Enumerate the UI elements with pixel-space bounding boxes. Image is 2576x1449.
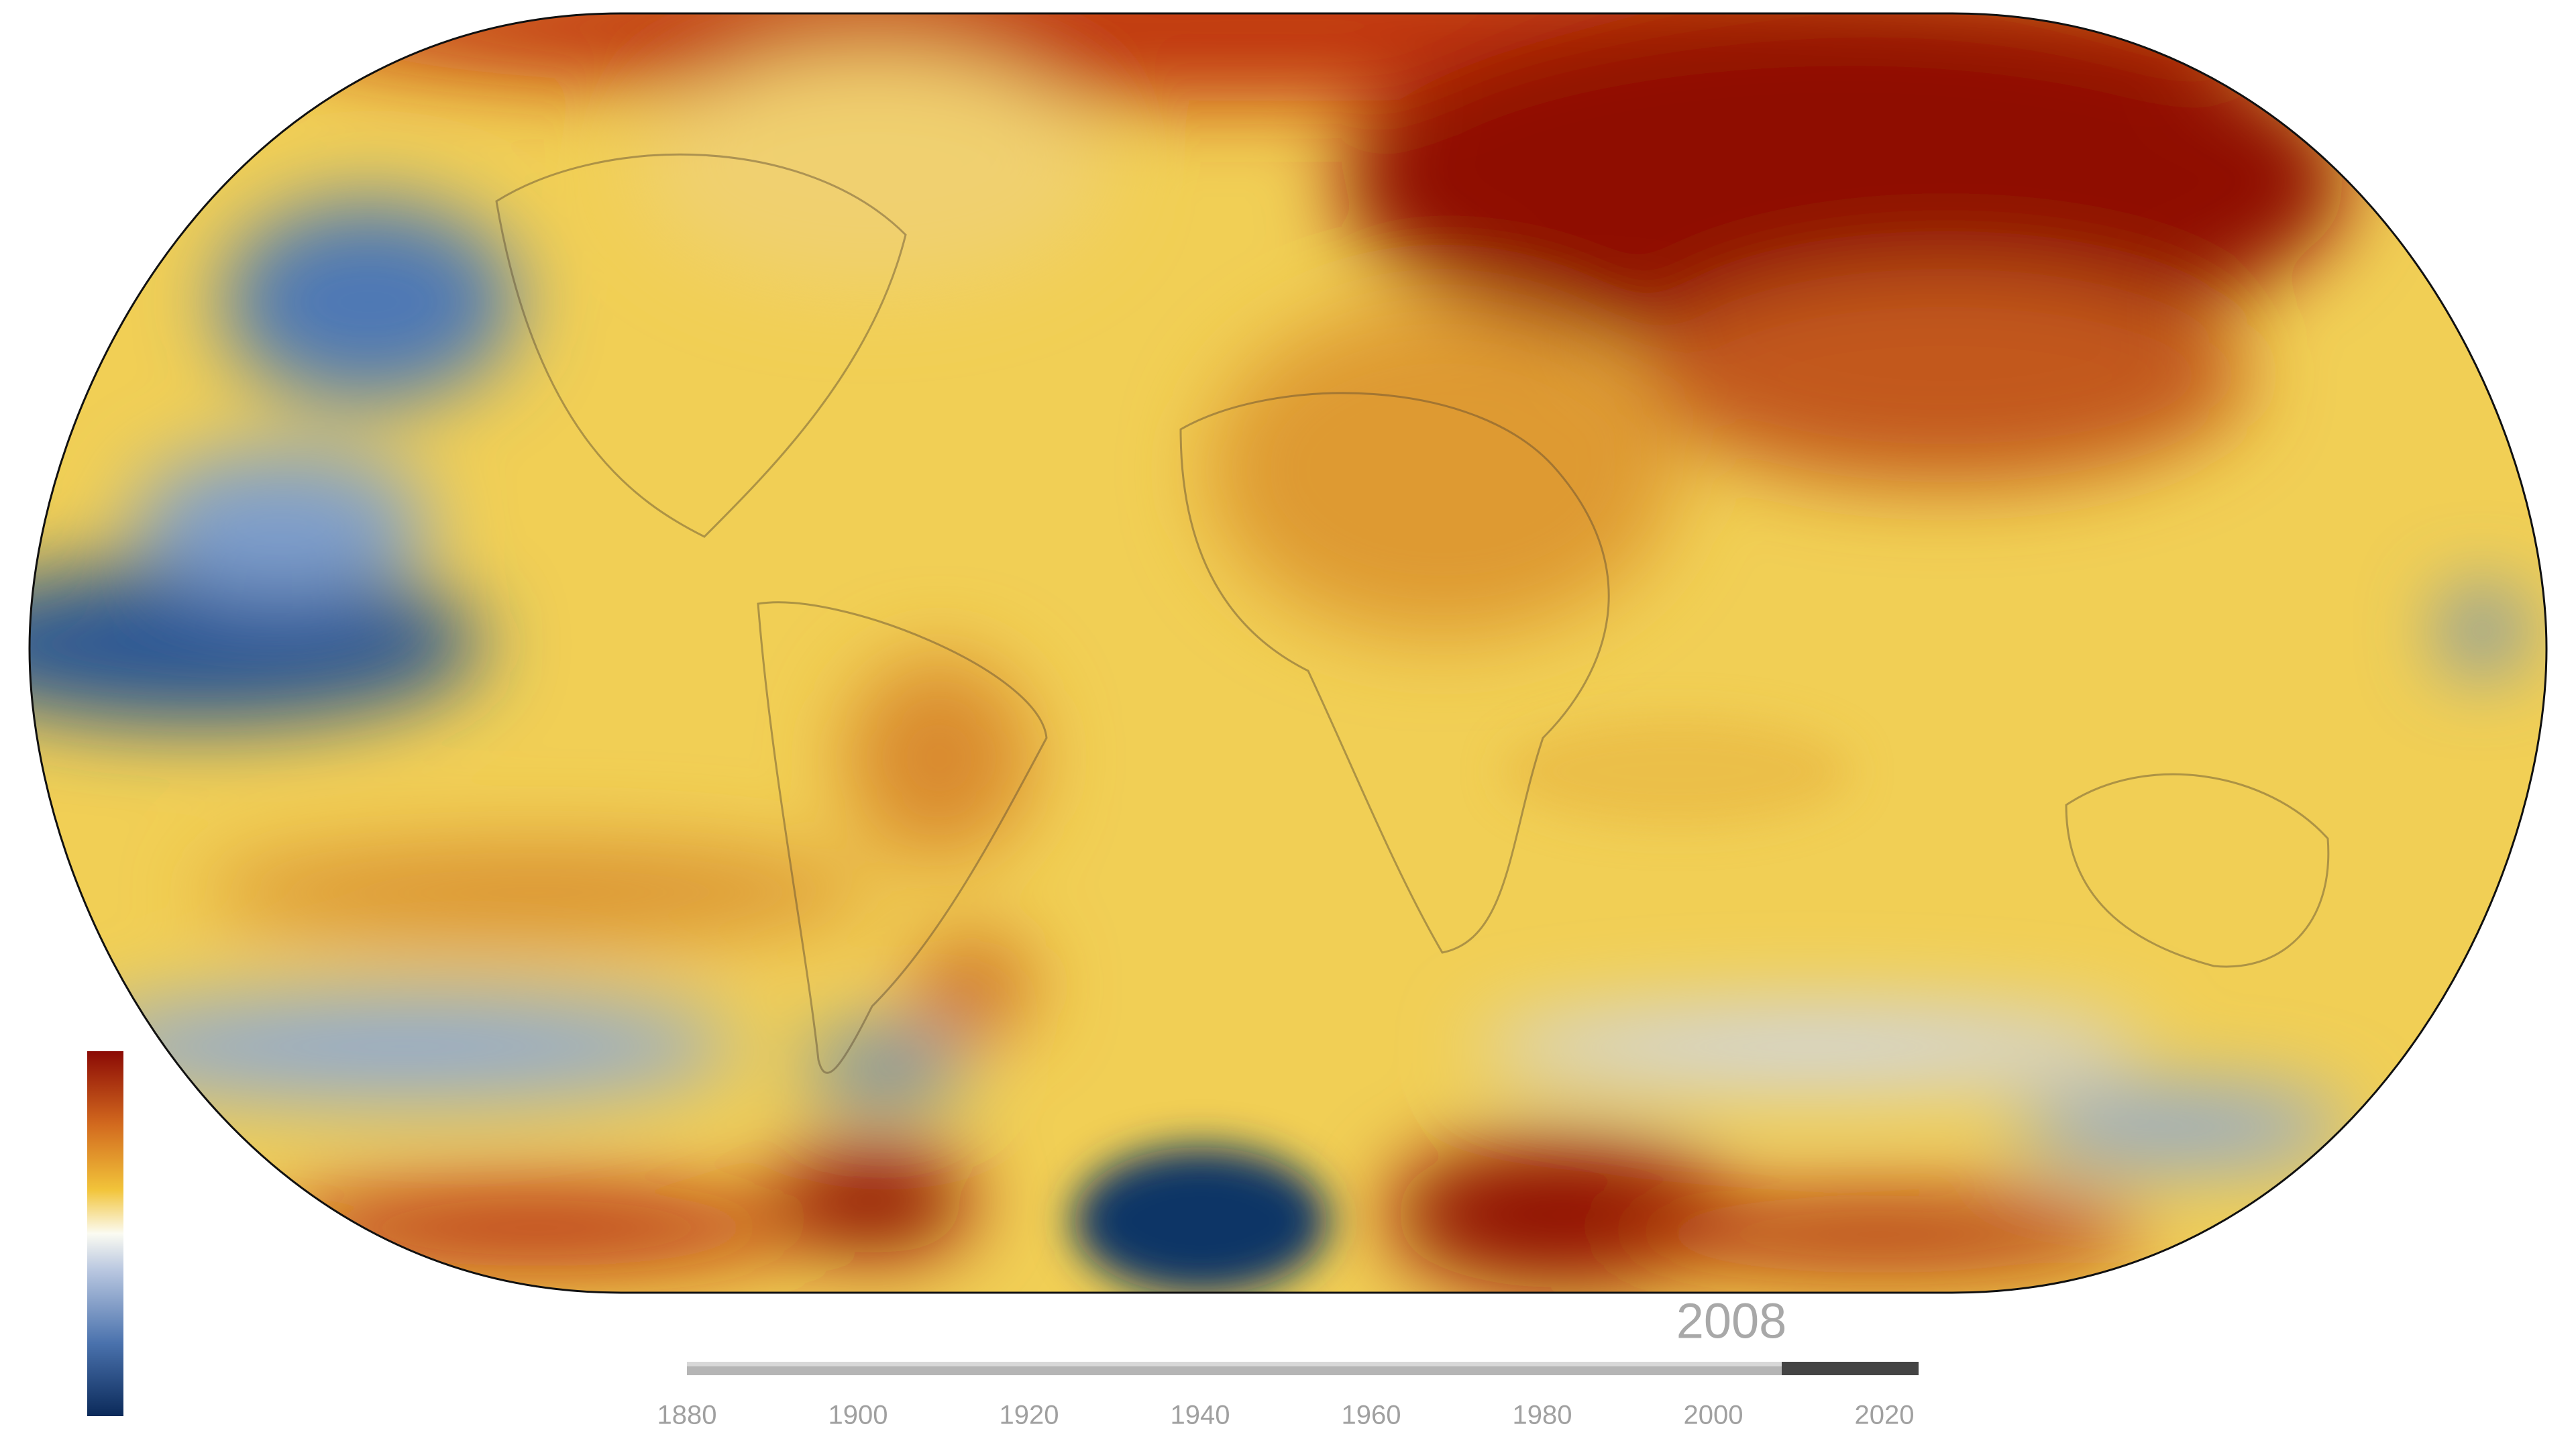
coastlines <box>495 153 2330 1074</box>
timeline-tick-label: 1920 <box>1000 1401 1059 1430</box>
timeline-tick-label: 1880 <box>657 1401 717 1430</box>
color-scale <box>87 1051 123 1416</box>
timeline-tick-label: 1900 <box>828 1401 888 1430</box>
map-border <box>28 12 2548 1294</box>
timeline-tick-label: 2000 <box>1684 1401 1743 1430</box>
current-year: 2008 <box>1676 1293 1787 1349</box>
timeline-tick-label: 1960 <box>1342 1401 1401 1430</box>
timeline-tick-label: 2020 <box>1855 1401 1915 1430</box>
timeline-tick-label: 1940 <box>1171 1401 1230 1430</box>
timeline: 2008 1880 1900 1920 1940 1960 1980 2000 2020 <box>657 1293 1919 1430</box>
anomaly-fields <box>30 13 2522 1288</box>
timeline-tick-label: 1980 <box>1513 1401 1572 1430</box>
timeline-progress-highlight <box>687 1362 1782 1366</box>
